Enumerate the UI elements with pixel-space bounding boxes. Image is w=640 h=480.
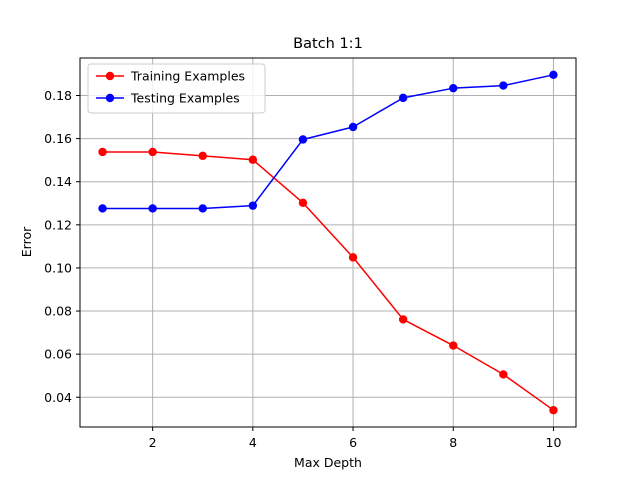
series-group: [98, 70, 558, 415]
y-tick-label: 0.06: [44, 347, 72, 362]
legend: Training Examples Testing Examples: [87, 63, 266, 114]
x-tick-label: 4: [249, 435, 257, 450]
legend-testing-marker: [105, 93, 115, 103]
y-tick-label: 0.12: [44, 217, 72, 232]
series-1-point: [499, 81, 508, 90]
legend-testing-label: Testing Examples: [130, 91, 240, 106]
series-0-point: [98, 147, 107, 157]
x-tick-label: 10: [546, 435, 562, 450]
series-0-point: [549, 405, 558, 415]
legend-training-marker: [105, 71, 115, 81]
y-tick-label: 0.10: [44, 260, 72, 275]
y-tick-label: 0.08: [44, 304, 72, 319]
series-1-point: [148, 204, 157, 213]
series-0-point: [499, 370, 508, 379]
series-0-point: [398, 315, 408, 324]
series-0-point: [348, 253, 358, 262]
series-1-point: [248, 201, 258, 210]
x-tick-label: 2: [149, 435, 157, 450]
series-1-point: [398, 93, 408, 103]
series-0-line: [101, 151, 555, 411]
series-0-point: [248, 155, 258, 164]
y-tick-label: 0.16: [44, 131, 72, 146]
series-1-point: [549, 70, 558, 80]
axis-ticks: 2 4 6 8 10 0.04 0.06 0.08 0.10 0.12 0.14 0.16 0.18: [44, 88, 561, 450]
series-0-point: [298, 198, 308, 208]
series-1-point: [348, 122, 358, 132]
y-axis-label: Error: [19, 226, 34, 257]
series-1-point: [98, 204, 107, 213]
series-1-point: [449, 83, 458, 93]
series-0-group: [98, 147, 558, 415]
series-1-group: [98, 70, 558, 213]
y-tick-label: 0.04: [44, 390, 72, 405]
series-1-point: [298, 135, 308, 144]
series-0-point: [449, 341, 458, 350]
x-tick-label: 8: [449, 435, 457, 450]
series-0-point: [198, 151, 207, 161]
legend-training-label: Training Examples: [130, 69, 245, 84]
y-tick-label: 0.18: [44, 88, 72, 103]
series-1-line: [101, 74, 555, 210]
x-axis-label: Max Depth: [294, 455, 362, 470]
chart-title: Batch 1:1: [293, 36, 363, 52]
plot-frame: [79, 57, 577, 428]
series-0-point: [148, 147, 157, 157]
legend-box: [87, 63, 266, 114]
grid: [80, 58, 576, 427]
y-tick-label: 0.14: [44, 174, 72, 189]
series-1-point: [198, 204, 207, 213]
x-tick-label: 6: [349, 435, 357, 450]
